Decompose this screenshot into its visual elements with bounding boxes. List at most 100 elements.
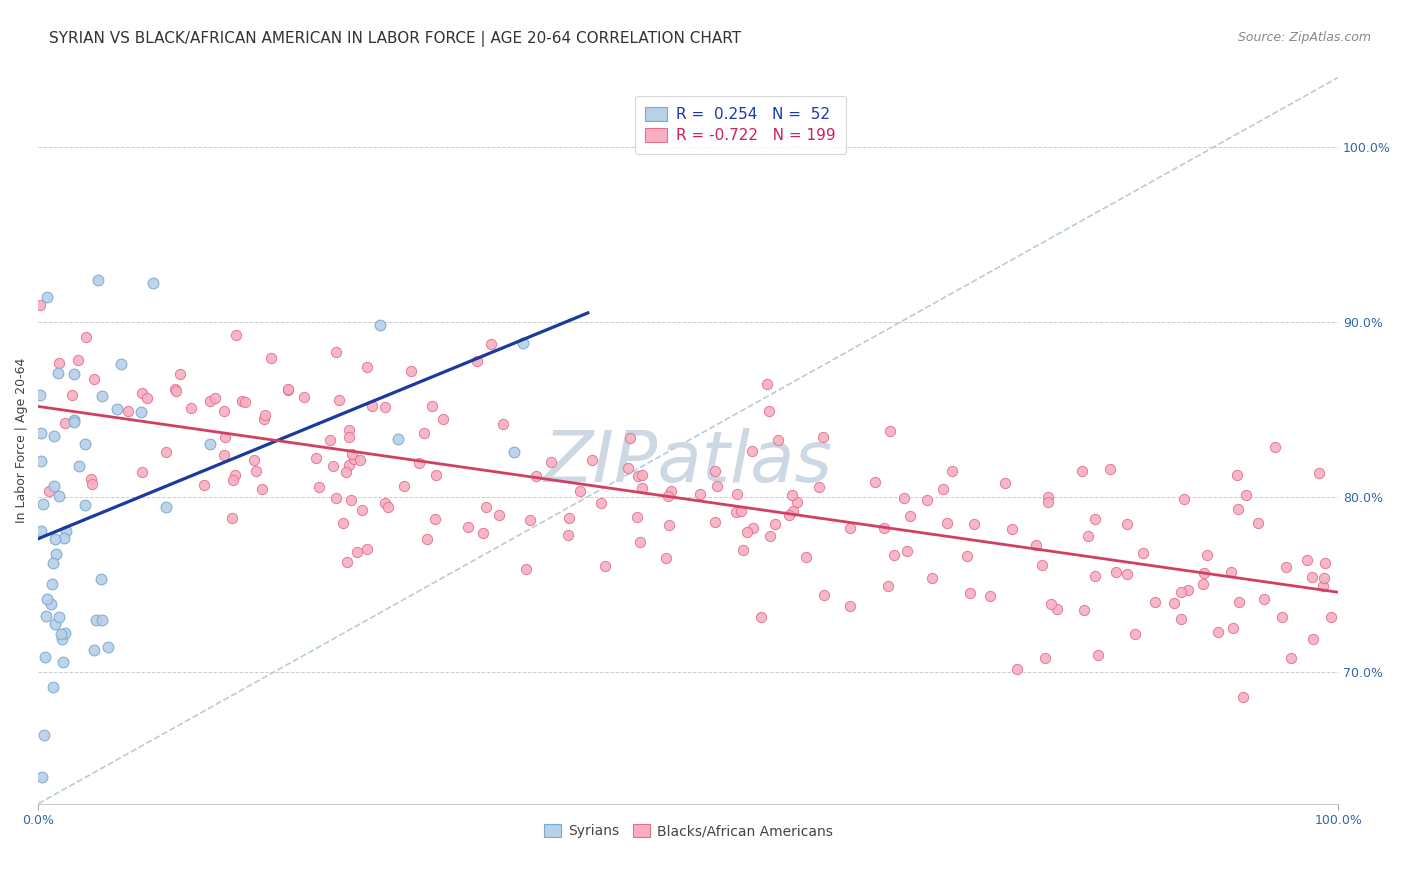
Point bbox=[337, 423, 360, 437]
Point bbox=[245, 464, 267, 478]
Point bbox=[741, 444, 763, 458]
Point bbox=[252, 412, 274, 426]
Point bbox=[53, 531, 76, 545]
Point bbox=[1312, 579, 1334, 593]
Point bbox=[1123, 627, 1146, 641]
Point bbox=[374, 400, 396, 414]
Point bbox=[51, 632, 73, 646]
Point bbox=[749, 610, 772, 624]
Point bbox=[755, 376, 778, 391]
Point bbox=[558, 511, 581, 525]
Point bbox=[488, 508, 510, 523]
Point bbox=[90, 573, 112, 587]
Point bbox=[221, 510, 243, 524]
Point bbox=[631, 468, 654, 483]
Point bbox=[48, 489, 70, 503]
Point bbox=[630, 534, 652, 549]
Point bbox=[1219, 565, 1241, 579]
Point bbox=[956, 549, 979, 564]
Point bbox=[813, 589, 835, 603]
Point bbox=[212, 404, 235, 418]
Point bbox=[46, 367, 69, 381]
Point bbox=[915, 493, 938, 508]
Point bbox=[742, 521, 765, 535]
Point bbox=[129, 405, 152, 419]
Point bbox=[879, 424, 901, 438]
Point bbox=[1005, 662, 1028, 676]
Point bbox=[735, 525, 758, 540]
Point bbox=[233, 395, 256, 409]
Point bbox=[896, 544, 918, 558]
Point bbox=[1173, 492, 1195, 507]
Point bbox=[1036, 495, 1059, 509]
Point bbox=[254, 408, 277, 422]
Point bbox=[1099, 462, 1122, 476]
Point bbox=[387, 433, 409, 447]
Point bbox=[412, 425, 434, 440]
Point bbox=[332, 516, 354, 530]
Y-axis label: In Labor Force | Age 20-64: In Labor Force | Age 20-64 bbox=[15, 358, 28, 524]
Point bbox=[38, 483, 60, 498]
Point bbox=[136, 391, 159, 405]
Point bbox=[42, 557, 65, 571]
Point bbox=[941, 464, 963, 478]
Point bbox=[399, 364, 422, 378]
Point bbox=[214, 430, 236, 444]
Point bbox=[873, 521, 896, 535]
Point bbox=[44, 617, 66, 632]
Point bbox=[1177, 583, 1199, 598]
Point bbox=[472, 525, 495, 540]
Point bbox=[260, 351, 283, 366]
Point bbox=[1226, 468, 1249, 483]
Point bbox=[1046, 602, 1069, 616]
Point bbox=[1076, 529, 1098, 543]
Point bbox=[893, 491, 915, 506]
Point bbox=[1132, 547, 1154, 561]
Point bbox=[370, 318, 392, 332]
Point bbox=[224, 468, 246, 483]
Point bbox=[1104, 565, 1126, 579]
Point bbox=[374, 496, 396, 510]
Point bbox=[724, 505, 747, 519]
Point bbox=[408, 456, 430, 470]
Point bbox=[425, 468, 447, 483]
Point bbox=[45, 547, 67, 561]
Point bbox=[180, 401, 202, 415]
Point bbox=[921, 571, 943, 585]
Point bbox=[425, 512, 447, 526]
Point bbox=[48, 356, 70, 370]
Point bbox=[780, 488, 803, 502]
Point bbox=[657, 489, 679, 503]
Point bbox=[44, 479, 66, 493]
Point bbox=[457, 520, 479, 534]
Point bbox=[593, 558, 616, 573]
Point bbox=[786, 495, 808, 509]
Point bbox=[169, 367, 191, 381]
Point bbox=[90, 613, 112, 627]
Point bbox=[627, 469, 650, 483]
Point bbox=[37, 290, 59, 304]
Point bbox=[110, 357, 132, 371]
Point bbox=[53, 626, 76, 640]
Point bbox=[1116, 566, 1139, 581]
Point bbox=[811, 430, 834, 444]
Point bbox=[31, 497, 53, 511]
Point bbox=[30, 426, 52, 441]
Point bbox=[1039, 597, 1062, 611]
Point bbox=[82, 477, 104, 491]
Point bbox=[1192, 566, 1215, 581]
Point bbox=[1271, 610, 1294, 624]
Point bbox=[305, 451, 328, 466]
Point bbox=[1025, 538, 1047, 552]
Point bbox=[1084, 512, 1107, 526]
Point bbox=[465, 353, 488, 368]
Point bbox=[979, 590, 1001, 604]
Point bbox=[540, 455, 562, 469]
Point bbox=[75, 498, 97, 512]
Point bbox=[420, 399, 443, 413]
Point bbox=[994, 475, 1017, 490]
Point bbox=[328, 392, 350, 407]
Point bbox=[66, 353, 89, 368]
Point bbox=[1227, 501, 1250, 516]
Point bbox=[44, 532, 66, 546]
